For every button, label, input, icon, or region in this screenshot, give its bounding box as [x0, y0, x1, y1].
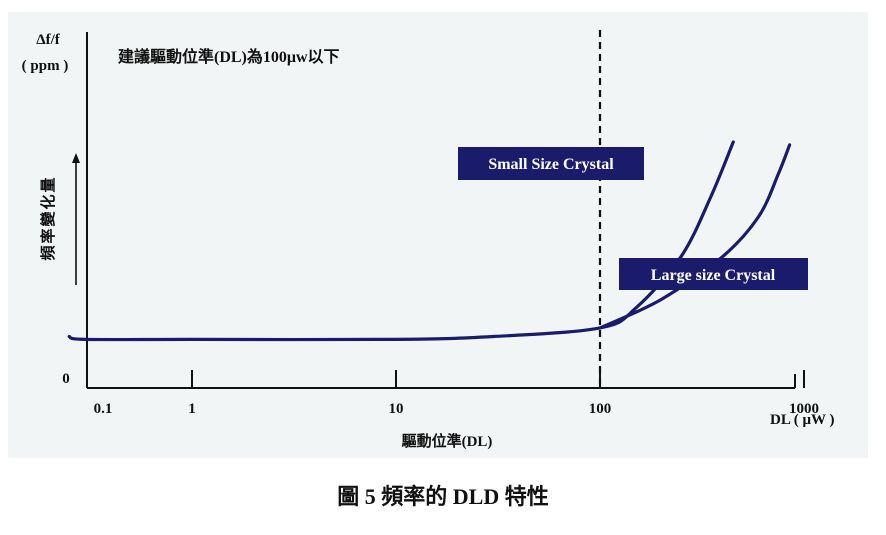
- y-direction-arrowhead: [72, 153, 80, 163]
- y-label-top: Δf/f: [36, 32, 61, 48]
- x-tick-label: 100: [589, 401, 612, 417]
- series-label-box-large: [619, 258, 808, 290]
- x-tick-label: 1000: [789, 401, 819, 417]
- annotation-text: 建議驅動位準(DL)為100μw以下: [118, 47, 340, 66]
- series-curve-large-size-crystal: [598, 143, 792, 330]
- y-zero-label: 0: [62, 371, 70, 387]
- chart-background: [8, 12, 868, 458]
- x-tick-label: 10: [389, 401, 404, 417]
- x-axis-title: 驅動位準(DL): [402, 432, 493, 450]
- series-label-box-small: [458, 147, 644, 180]
- x-tick-label: 1: [188, 401, 196, 417]
- y-label-unit: ( ppm ): [22, 58, 69, 74]
- series-label-small-size-crystal: Small Size Crystal: [488, 156, 614, 173]
- series-label-large-size-crystal: Large size Crystal: [651, 267, 776, 284]
- figure-caption: 圖 5 頻率的 DLD 特性: [337, 484, 548, 509]
- series-curve-small-size-crystal: [67, 140, 735, 342]
- x-tick-label: 0.1: [94, 401, 113, 417]
- x-unit-label: DL ( μW ): [770, 412, 834, 428]
- y-side-label: 頻率變化量: [39, 175, 57, 260]
